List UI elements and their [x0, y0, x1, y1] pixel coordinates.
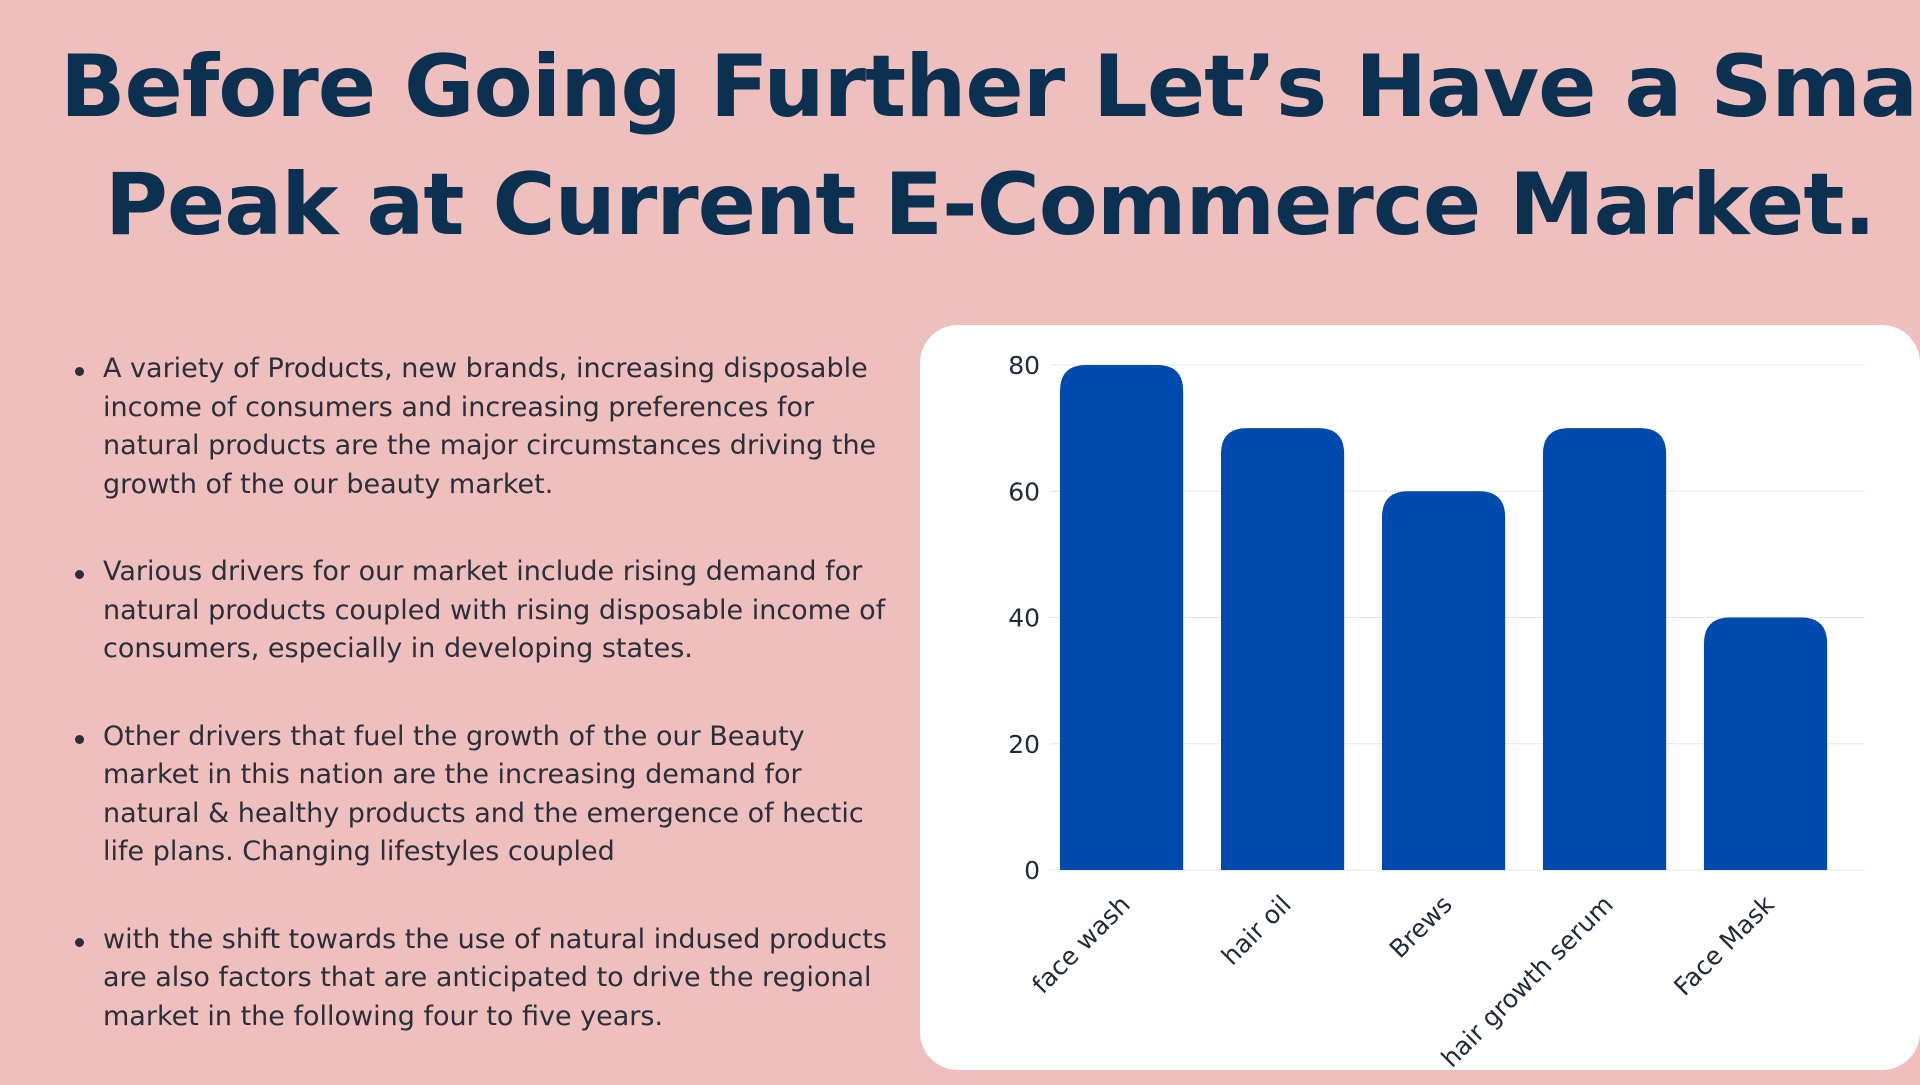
bar-face-wash	[1060, 365, 1184, 870]
bullet-list: A variety of Products, new brands, incre…	[75, 350, 905, 1085]
x-tick-label-face-mask: Face Mask	[1668, 889, 1780, 1001]
bullet-item-2: Various drivers for our market include r…	[75, 553, 905, 669]
slide-title-line-2: Peak at Current E-Commerce Market.	[104, 155, 1876, 255]
y-tick-label-0: 0	[1024, 856, 1040, 885]
x-tick-label-face-wash: face wash	[1026, 890, 1135, 999]
slide-title: Before Going Further Let’s Have a Small …	[60, 28, 1920, 264]
slide-title-line-1: Before Going Further Let’s Have a Small	[60, 37, 1920, 137]
bullet-item-3: Other drivers that fuel the growth of th…	[75, 718, 905, 872]
bar-face-mask	[1704, 617, 1828, 870]
bar-hair-oil	[1221, 428, 1345, 870]
y-tick-label-40: 40	[1008, 604, 1040, 633]
chart-bars	[1060, 365, 1828, 870]
bullet-item-4: with the shift towards the use of natura…	[75, 921, 905, 1037]
bar-hair-growth-serum	[1543, 428, 1667, 870]
x-tick-label-hair-growth-serum: hair growth serum	[1436, 890, 1619, 1070]
y-tick-label-60: 60	[1008, 477, 1040, 506]
chart-card: 0 20 40 60 80 face wash hair oil Brews hair gro…	[920, 325, 1920, 1070]
x-tick-label-hair-oil: hair oil	[1216, 890, 1297, 971]
bar-brews	[1382, 491, 1506, 870]
x-tick-label-brews: Brews	[1384, 890, 1458, 964]
y-tick-label-20: 20	[1008, 730, 1040, 759]
y-tick-label-80: 80	[1008, 351, 1040, 380]
y-axis-ticks: 0 20 40 60 80	[1008, 351, 1040, 885]
bullet-item-1: A variety of Products, new brands, incre…	[75, 350, 905, 504]
